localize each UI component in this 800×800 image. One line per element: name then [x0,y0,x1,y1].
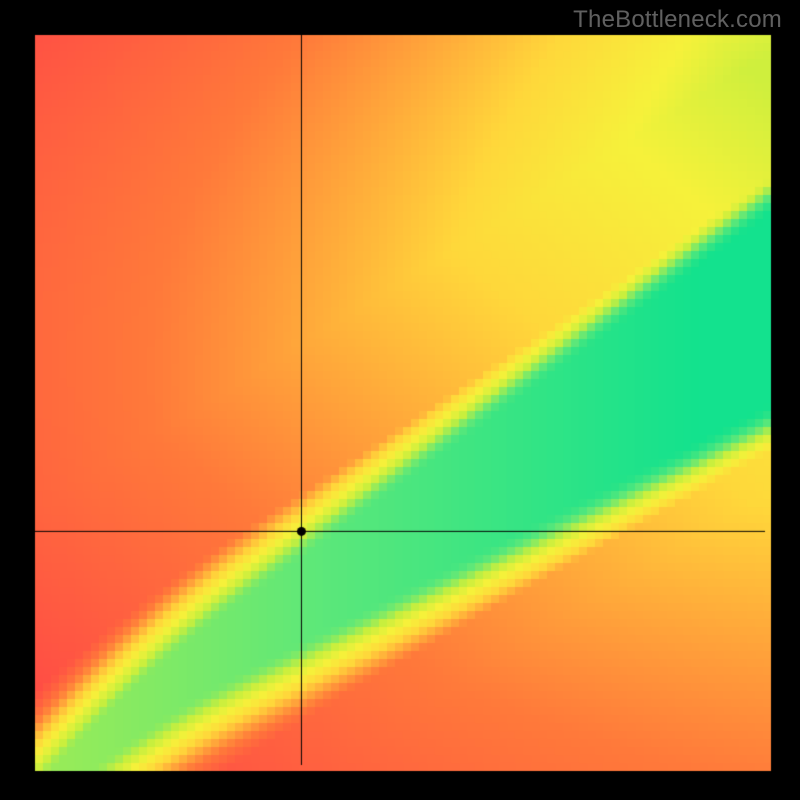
bottleneck-heatmap [0,0,800,800]
watermark-text: TheBottleneck.com [573,6,782,34]
